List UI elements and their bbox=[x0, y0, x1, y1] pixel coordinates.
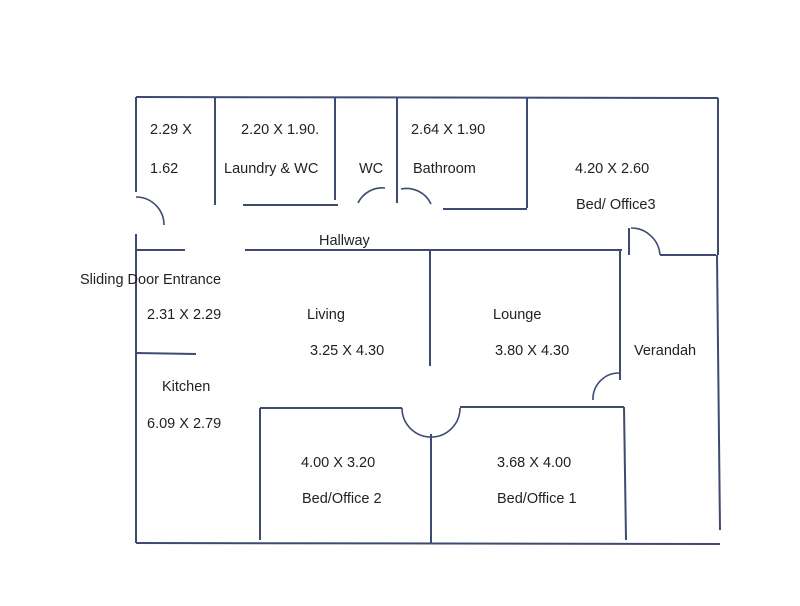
door-arc-store bbox=[135, 196, 165, 226]
door-arc-verandah bbox=[592, 372, 620, 401]
door-arc-bedrooms bbox=[401, 407, 461, 438]
kitchen-name: Kitchen bbox=[162, 379, 211, 395]
verandah-name: Verandah bbox=[634, 343, 697, 359]
outer-wall-top bbox=[135, 96, 719, 99]
lounge-dims: 3.80 X 4.30 bbox=[495, 343, 570, 359]
door-arc-wc bbox=[357, 187, 386, 204]
wall-bed1-right bbox=[623, 406, 627, 541]
bed2-dims: 4.00 X 3.20 bbox=[301, 455, 376, 471]
laundry-dims: 2.20 X 1.90. bbox=[241, 122, 320, 138]
store-dims-line2: 1.62 bbox=[150, 161, 179, 177]
doors bbox=[135, 187, 661, 438]
bed2-name: Bed/Office 2 bbox=[302, 491, 382, 507]
bed3-name: Bed/ Office3 bbox=[576, 197, 656, 213]
walls bbox=[135, 96, 721, 545]
store-dims-line1: 2.29 X bbox=[150, 122, 192, 138]
living-dims: 3.25 X 4.30 bbox=[310, 343, 385, 359]
kitchen-dims: 6.09 X 2.79 bbox=[147, 416, 222, 432]
bed3-dims: 4.20 X 2.60 bbox=[575, 161, 650, 177]
bed1-name: Bed/Office 1 bbox=[497, 491, 577, 507]
outer-wall-right-lower bbox=[716, 254, 721, 531]
hallway-name: Hallway bbox=[319, 233, 370, 249]
bed1-dims: 3.68 X 4.00 bbox=[497, 455, 572, 471]
wall-sliding-door bbox=[135, 352, 197, 355]
lounge-name: Lounge bbox=[493, 307, 542, 323]
living-name: Living bbox=[307, 307, 345, 323]
wc-name: WC bbox=[359, 161, 384, 177]
entrance-dims: 2.31 X 2.29 bbox=[147, 307, 222, 323]
bathroom-name: Bathroom bbox=[413, 161, 476, 177]
bathroom-dims: 2.64 X 1.90 bbox=[411, 122, 486, 138]
door-arc-bed3 bbox=[630, 227, 661, 256]
outer-wall-bottom bbox=[135, 542, 721, 545]
door-arc-bathroom bbox=[400, 187, 432, 205]
entrance-name: Sliding Door Entrance bbox=[80, 272, 222, 288]
laundry-name: Laundry & WC bbox=[224, 161, 319, 177]
